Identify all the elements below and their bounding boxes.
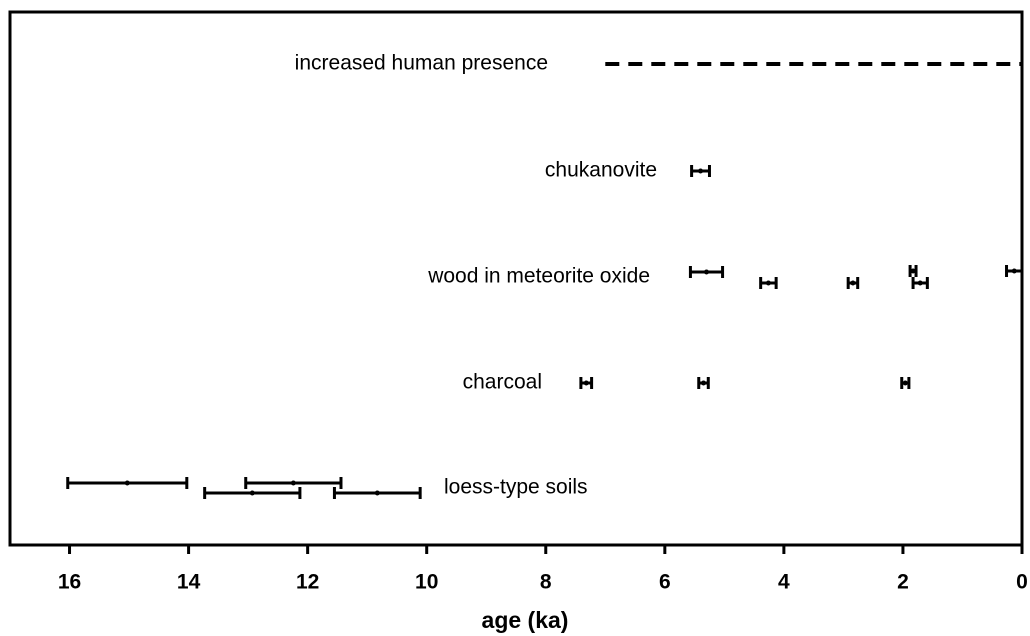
error-bar <box>697 377 710 389</box>
error-bar <box>908 265 918 277</box>
error-bar <box>66 477 189 489</box>
error-bar <box>203 487 302 499</box>
error-bar <box>911 277 929 289</box>
error-bar <box>1005 265 1024 277</box>
x-tick-label: 2 <box>897 571 909 594</box>
error-bar <box>579 377 594 389</box>
error-bar <box>690 165 711 177</box>
x-tick-label: 6 <box>659 571 671 594</box>
plot-frame <box>8 10 1024 547</box>
series-label: increased human presence <box>295 52 548 75</box>
x-tick-label: 12 <box>296 571 319 594</box>
error-bar <box>332 487 422 499</box>
error-bar <box>244 477 343 489</box>
x-tick-label: 4 <box>778 571 790 594</box>
series-label: chukanovite <box>545 159 657 182</box>
error-bar <box>900 377 911 389</box>
error-bar <box>759 277 778 289</box>
series-label: loess-type soils <box>444 476 588 499</box>
x-tick-label: 16 <box>58 571 81 594</box>
error-bar <box>688 266 725 278</box>
series-label: wood in meteorite oxide <box>427 265 650 288</box>
x-tick-label: 10 <box>415 571 438 594</box>
x-tick-label: 8 <box>540 571 552 594</box>
x-axis-label: age (ka) <box>482 607 569 633</box>
error-bar <box>846 277 860 289</box>
x-tick-label: 0 <box>1016 571 1028 594</box>
x-tick-label: 14 <box>177 571 201 594</box>
series-label: charcoal <box>463 371 542 394</box>
